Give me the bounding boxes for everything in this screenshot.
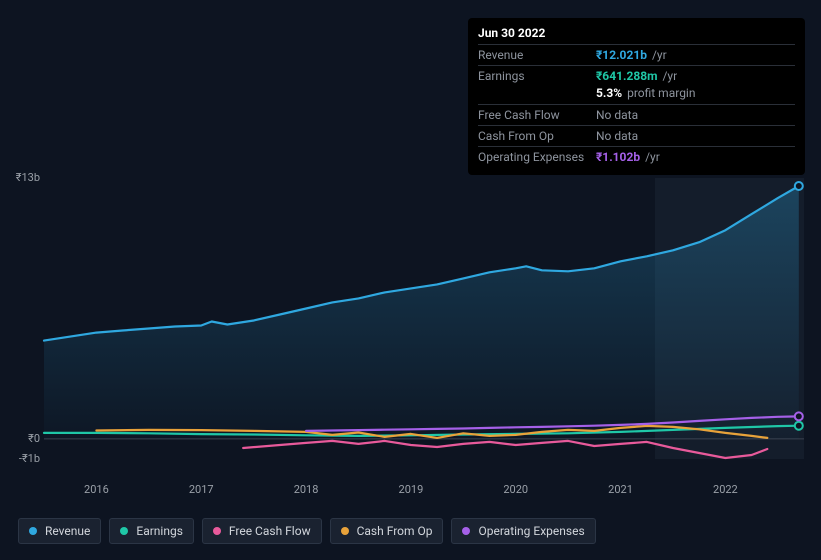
x-axis-tick-label: 2016 (84, 483, 109, 496)
x-axis-tick-label: 2017 (189, 483, 214, 496)
legend-label: Operating Expenses (478, 524, 584, 538)
tooltip-row: Revenue₹12.021b /yr (478, 44, 795, 65)
tooltip-row-label: Earnings (478, 69, 596, 83)
y-axis-tick-label: -₹1b (4, 452, 40, 465)
legend-swatch-icon (120, 527, 128, 535)
legend-label: Earnings (136, 524, 183, 538)
legend-swatch-icon (29, 527, 37, 535)
x-axis-tick-label: 2021 (608, 483, 633, 496)
legend-item-opex[interactable]: Operating Expenses (451, 518, 595, 544)
tooltip-row-value: No data (596, 129, 638, 143)
tooltip-row-label: Operating Expenses (478, 150, 596, 164)
x-axis-tick-label: 2020 (503, 483, 528, 496)
tooltip-row-value: ₹641.288m /yr (596, 69, 677, 83)
tooltip-row: Free Cash FlowNo data (478, 104, 795, 125)
tooltip-sub-row: 5.3% profit margin (478, 86, 795, 104)
series-marker-revenue (795, 182, 803, 190)
series-marker-opex (795, 412, 803, 420)
legend-item-revenue[interactable]: Revenue (18, 518, 101, 544)
y-axis-tick-label: ₹0 (4, 432, 40, 445)
series-marker-earnings (795, 422, 803, 430)
tooltip-row-value: No data (596, 108, 638, 122)
legend-label: Free Cash Flow (229, 524, 311, 538)
legend-swatch-icon (462, 527, 470, 535)
legend-item-cfo[interactable]: Cash From Op (330, 518, 444, 544)
legend-label: Revenue (45, 524, 90, 538)
chart-tooltip: Jun 30 2022 Revenue₹12.021b /yrEarnings₹… (468, 18, 805, 175)
tooltip-date: Jun 30 2022 (478, 26, 795, 40)
tooltip-row-label: Cash From Op (478, 129, 596, 143)
tooltip-row-label: Revenue (478, 48, 596, 62)
chart-svg (44, 178, 804, 478)
legend-item-earnings[interactable]: Earnings (109, 518, 194, 544)
chart-legend: Revenue Earnings Free Cash Flow Cash From O… (18, 518, 596, 544)
series-line-fcf (243, 441, 767, 458)
legend-swatch-icon (213, 527, 221, 535)
x-axis-tick-label: 2019 (399, 483, 424, 496)
tooltip-row-label: Free Cash Flow (478, 108, 596, 122)
x-axis-tick-label: 2018 (294, 483, 319, 496)
chart-x-axis: 2016 2017 2018 2019 2020 2021 2022 (44, 483, 804, 499)
chart-plot-area[interactable] (44, 178, 804, 478)
tooltip-row: Cash From OpNo data (478, 125, 795, 146)
legend-label: Cash From Op (357, 524, 433, 538)
legend-swatch-icon (341, 527, 349, 535)
x-axis-tick-label: 2022 (713, 483, 738, 496)
y-axis-tick-label: ₹13b (4, 171, 40, 184)
legend-item-fcf[interactable]: Free Cash Flow (202, 518, 322, 544)
series-area-revenue (44, 186, 799, 439)
tooltip-row-value: ₹12.021b /yr (596, 48, 667, 62)
tooltip-row: Operating Expenses₹1.102b /yr (478, 146, 795, 167)
chart-container: Jun 30 2022 Revenue₹12.021b /yrEarnings₹… (0, 0, 821, 560)
tooltip-row: Earnings₹641.288m /yr (478, 65, 795, 86)
tooltip-row-value: ₹1.102b /yr (596, 150, 660, 164)
